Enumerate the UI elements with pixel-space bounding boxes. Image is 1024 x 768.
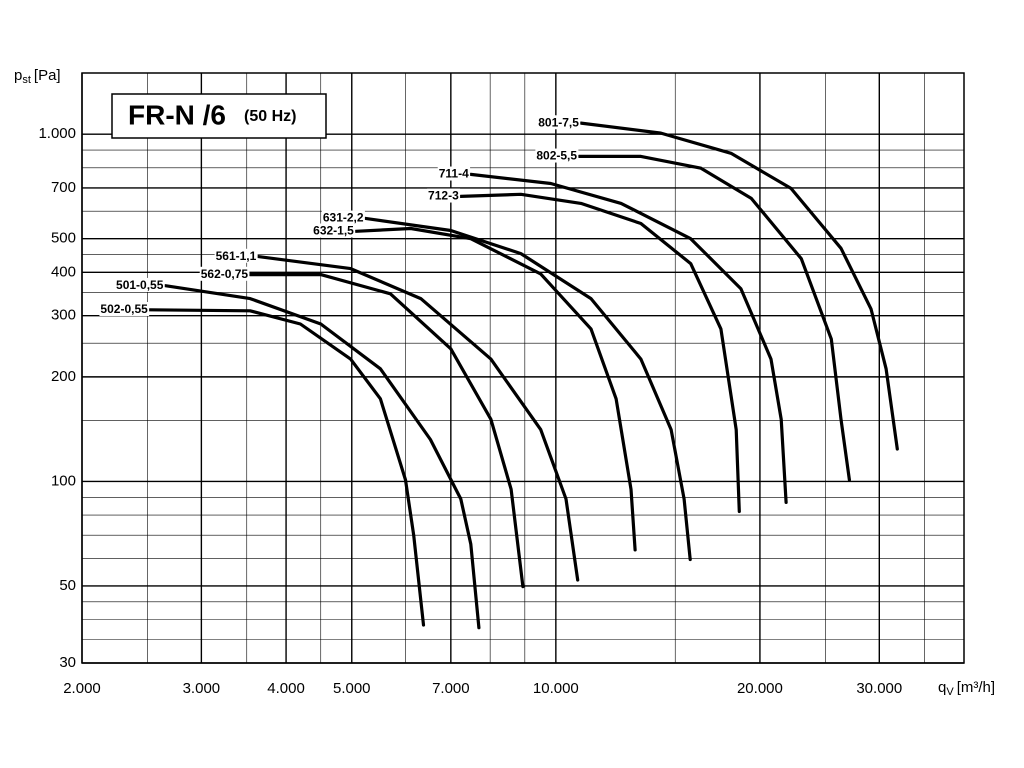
series-label-bg bbox=[199, 266, 250, 281]
fan-curve bbox=[148, 308, 426, 627]
y-axis-label: pst [Pa] bbox=[14, 67, 61, 86]
fan-curve bbox=[459, 192, 741, 514]
x-tick-label: 7.000 bbox=[432, 680, 470, 697]
x-tick-label: 5.000 bbox=[333, 680, 371, 697]
series-label-bg bbox=[427, 188, 461, 203]
series-label: 562-0,75 bbox=[201, 267, 249, 281]
series-label: 502-0,55 bbox=[100, 302, 148, 316]
series-label-bg bbox=[535, 148, 579, 163]
series-label: 712-3 bbox=[428, 189, 459, 203]
x-tick-label: 20.000 bbox=[737, 680, 783, 697]
y-tick-label: 30 bbox=[59, 654, 76, 671]
series-label-bg bbox=[214, 248, 258, 263]
series-label-bg bbox=[321, 210, 365, 225]
fan-curve bbox=[248, 273, 525, 589]
series-label-bg bbox=[115, 277, 165, 292]
fan-curve bbox=[256, 255, 580, 582]
x-tick-label: 30.000 bbox=[856, 680, 902, 697]
y-tick-label: 700 bbox=[51, 179, 76, 196]
x-tick-label: 2.000 bbox=[63, 680, 101, 697]
series-label: 631-2,2 bbox=[323, 211, 364, 225]
series-label: 802-5,5 bbox=[536, 149, 577, 163]
series-label: 501-0,55 bbox=[116, 278, 164, 292]
x-tick-label: 3.000 bbox=[183, 680, 221, 697]
y-label-symbol: p bbox=[14, 67, 22, 84]
curves bbox=[148, 121, 899, 630]
series-label: 561-1,1 bbox=[216, 249, 257, 263]
fan-curve bbox=[579, 121, 899, 451]
y-tick-label: 300 bbox=[51, 307, 76, 324]
fan-curve bbox=[163, 284, 481, 630]
fan-curve bbox=[354, 226, 637, 552]
series-labels: 502-0,55 501-0,55 562-0,75 561-1,1 632-1,563… bbox=[99, 115, 581, 316]
y-tick-label: 100 bbox=[51, 472, 76, 489]
title-box bbox=[111, 93, 327, 139]
y-tick-label: 500 bbox=[51, 230, 76, 247]
y-tick-label: 50 bbox=[59, 577, 76, 594]
x-tick-label: 10.000 bbox=[533, 680, 579, 697]
fan-curve bbox=[469, 172, 788, 504]
y-tick-label: 1.000 bbox=[38, 125, 76, 142]
x-label-sub: V bbox=[946, 686, 954, 698]
fan-curve bbox=[364, 216, 692, 562]
fan-curve bbox=[577, 154, 851, 482]
x-label-unit: [m³/h] bbox=[957, 679, 995, 696]
series-label: 711-4 bbox=[439, 167, 469, 181]
plot-frame bbox=[81, 72, 965, 664]
y-label-sub: st bbox=[22, 74, 31, 86]
series-label: 801-7,5 bbox=[538, 115, 579, 129]
chart-subtitle: (50 Hz) bbox=[244, 108, 296, 125]
chart-title: FR-N /6 bbox=[128, 99, 226, 130]
x-tick-label: 4.000 bbox=[267, 680, 305, 697]
y-tick-label: 200 bbox=[51, 368, 76, 385]
y-tick-label: 400 bbox=[51, 263, 76, 280]
series-label-bg bbox=[537, 115, 581, 130]
x-axis-label: qV [m³/h] bbox=[938, 679, 995, 698]
y-label-unit: [Pa] bbox=[34, 67, 61, 84]
series-label: 632-1,5 bbox=[313, 224, 354, 238]
series-label-bg bbox=[99, 301, 150, 316]
series-label-bg bbox=[437, 166, 471, 181]
x-label-symbol: q bbox=[938, 679, 946, 696]
series-label-bg bbox=[312, 223, 356, 238]
